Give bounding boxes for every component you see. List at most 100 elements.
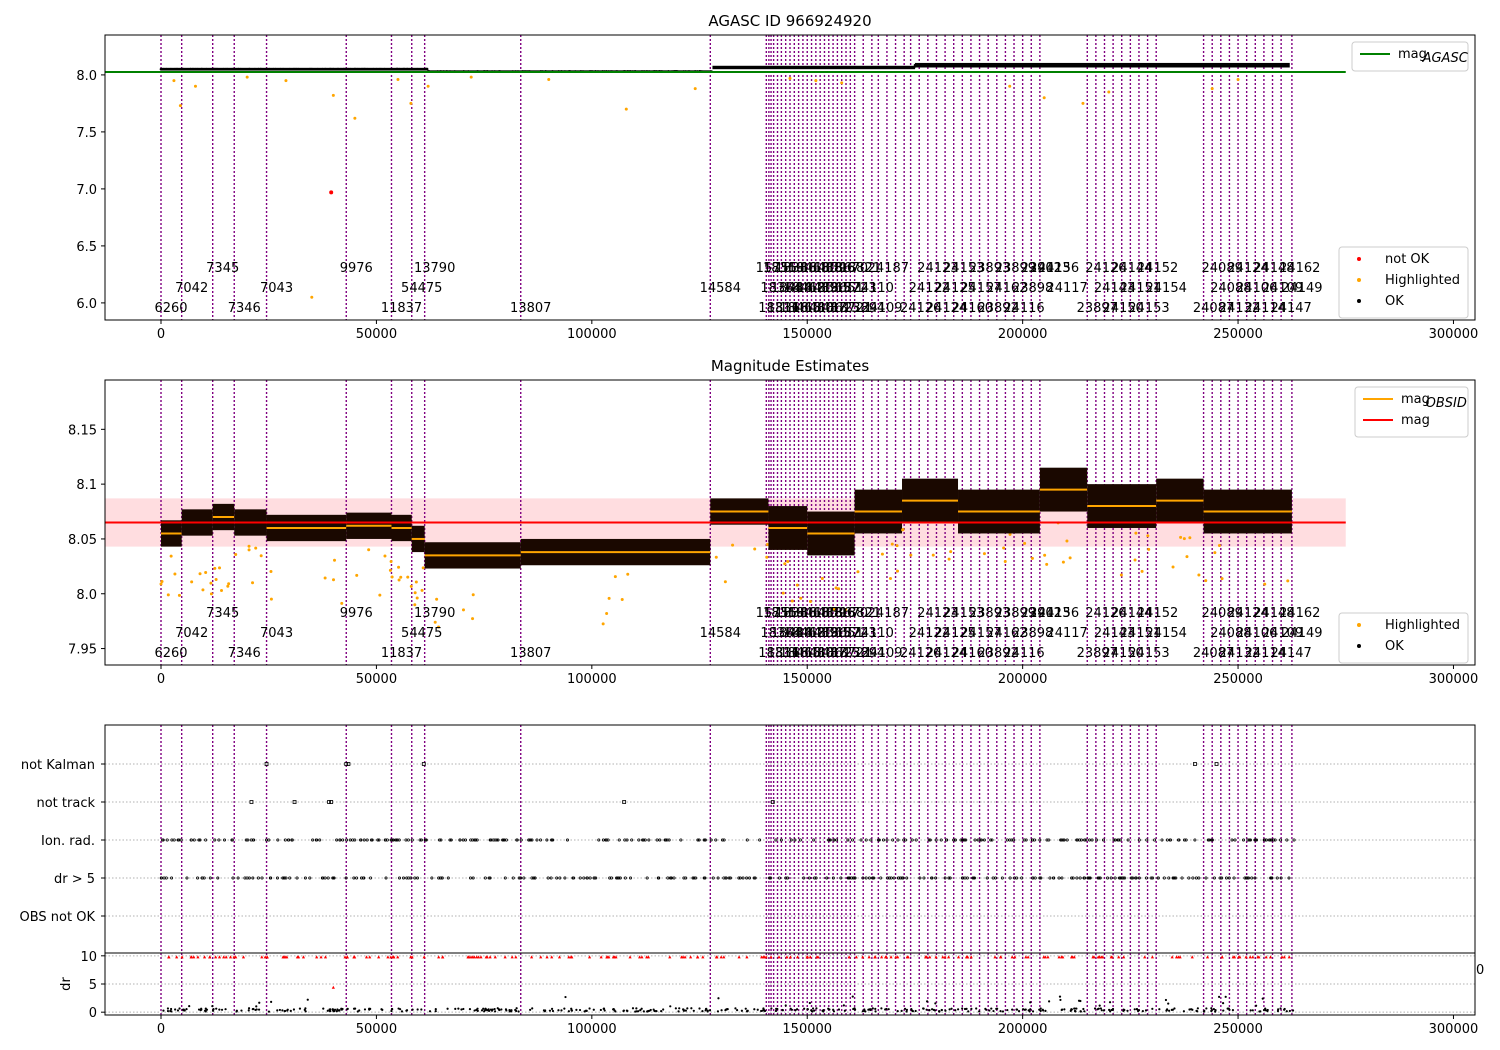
p4-dr-outlier <box>1287 955 1291 959</box>
p2-highlighted-point <box>607 596 611 600</box>
p4-dr-point <box>322 1007 325 1010</box>
p3-flag-point <box>1010 838 1014 842</box>
p1-obsid-label: 18488 <box>801 261 842 276</box>
p2-highlighted-point <box>213 566 217 570</box>
p3-flag-point <box>503 876 507 880</box>
p4-dr-point <box>940 1008 943 1012</box>
p2-ytick-label: 8.15 <box>68 423 97 438</box>
p3-flag-point <box>406 838 410 842</box>
p4-dr-point <box>746 1009 749 1012</box>
p1-obsid-label: 24110 <box>853 281 894 296</box>
p4-dr-point <box>708 1009 712 1012</box>
p2-bottom-legend-label: OK <box>1385 639 1404 654</box>
p2-obsid-label: 24089 <box>1202 606 1243 621</box>
p4-dr-point <box>612 1007 615 1011</box>
p4-dr-point <box>220 1008 224 1011</box>
p2-obsid-label: 18366 <box>767 646 808 661</box>
p2-highlighted-point <box>269 569 273 573</box>
p3-flag-point <box>281 876 285 880</box>
p4-dr-point <box>1041 1009 1045 1012</box>
p4-dr-point <box>1039 1007 1042 1010</box>
p4-dr-outlier <box>323 955 328 959</box>
p3-flag-point <box>535 838 539 842</box>
p4-dr-point <box>557 1009 560 1012</box>
p1-ytick-label: 7.5 <box>76 126 97 141</box>
p2-highlighted-point <box>714 555 718 559</box>
p4-dr-point <box>1266 1009 1269 1013</box>
p2-obsid-label: 24147 <box>1270 646 1311 661</box>
p2-highlighted-point <box>890 542 894 546</box>
p3-flag-point <box>1087 876 1091 880</box>
p4-dr-point <box>724 1009 727 1012</box>
p1-obsid-label: 23892 <box>977 301 1018 316</box>
p4-dr-outlier <box>587 955 592 959</box>
p4-dr-outlier <box>764 955 768 959</box>
p2-highlighted-point <box>895 569 899 573</box>
p4-dr-outlier <box>1190 955 1194 959</box>
p2-highlighted-point <box>1140 569 1144 573</box>
p2-highlighted-point <box>888 576 892 580</box>
p3-flag-point <box>835 838 839 842</box>
p4-dr-point <box>368 1007 371 1010</box>
p4-dr-point <box>188 1005 191 1008</box>
p4-dr-point <box>1221 1002 1225 1005</box>
p4-dr-outlier <box>1176 955 1181 959</box>
p3-flag-point <box>934 838 938 842</box>
p4-dr-point <box>995 1007 998 1010</box>
p2-highlighted-point <box>1030 556 1034 560</box>
p4-dr-outlier <box>1205 955 1210 959</box>
p3-flag-point <box>1126 838 1130 842</box>
p4-dr-outlier <box>260 955 264 959</box>
p4-dr-point <box>197 1008 201 1011</box>
p4-dr-point <box>704 1009 707 1012</box>
p2-obsid-label: 24154 <box>1146 626 1187 641</box>
p2-obsid-label: 18465 <box>779 646 820 661</box>
p3-flag-point <box>741 876 745 880</box>
p4-dr-outlier <box>806 955 810 959</box>
p4-dr-point <box>486 1009 489 1012</box>
p4-dr-outlier <box>1170 955 1174 959</box>
p4-dr-point <box>863 1009 866 1013</box>
p3-flag-point <box>892 876 896 880</box>
p3-flag-point <box>533 876 537 880</box>
p4-dr-point <box>500 1008 503 1011</box>
p3-flag-point <box>308 876 312 880</box>
p3-flag-point <box>469 838 473 842</box>
p4-dr-point <box>957 1008 960 1011</box>
p2-highlighted-point <box>1182 537 1186 541</box>
p4-dr-outlier <box>550 955 554 959</box>
p3-flag-point <box>943 876 947 880</box>
p4-dr-point <box>653 1009 656 1013</box>
p4-dr-point <box>1141 1010 1144 1013</box>
p4-dr-point <box>781 1009 784 1012</box>
p3-flag-point <box>335 838 339 842</box>
p3-flag-point <box>391 838 395 842</box>
p3-flag-point <box>789 838 793 842</box>
p3-flag-point <box>1121 876 1125 880</box>
p4-dr-outlier <box>928 955 932 959</box>
p4-dr-point <box>482 1007 485 1010</box>
p1-highlighted-point <box>1008 84 1012 88</box>
p2-highlighted-point <box>437 625 441 629</box>
p3-flag-point <box>1137 876 1141 880</box>
p3-flag-point <box>1038 876 1042 880</box>
p4-dr-point <box>473 1009 476 1012</box>
p4-dr-point <box>1137 1009 1140 1012</box>
p2-obsid-label: 24157 <box>960 626 1001 641</box>
p3-flag-point <box>1101 838 1105 842</box>
p1-obsid-label: 9976 <box>340 261 373 276</box>
p3-flag-point <box>964 838 968 842</box>
p3-flag-point <box>976 838 980 842</box>
p4-dr-point <box>928 1009 931 1012</box>
p4-dr-point <box>1073 1007 1076 1010</box>
p2-highlighted-point <box>820 577 824 581</box>
p3-flag-point <box>1045 838 1049 842</box>
p1-ytick-label: 8.0 <box>76 69 97 84</box>
p4-dr-point <box>468 1007 472 1011</box>
p4-dr-outlier <box>993 955 997 959</box>
p2-highlighted-point <box>160 580 164 584</box>
p4-dr-outlier <box>964 955 969 959</box>
p4-dr-outlier <box>640 955 644 959</box>
p4-dr-point <box>1231 1009 1235 1012</box>
p2-highlighted-point <box>169 554 173 558</box>
